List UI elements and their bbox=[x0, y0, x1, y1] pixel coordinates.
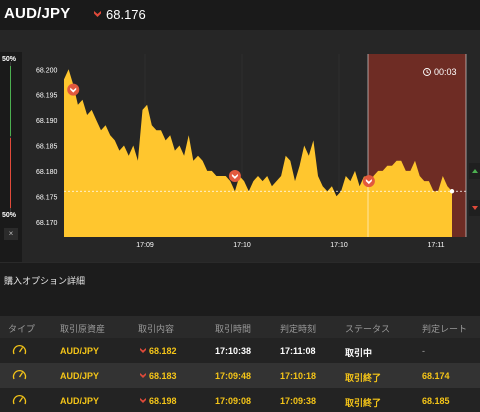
row-rate: 68.182 bbox=[149, 346, 177, 356]
price-chart-panel: 50% 50% × 68.200 68.195 68.190 68.185 68.180… bbox=[0, 30, 480, 274]
current-rate-dot bbox=[449, 189, 455, 194]
trade-marker[interactable] bbox=[228, 170, 241, 182]
gauge-icon bbox=[12, 369, 27, 380]
table-header: タイプ 取引原資産 取引内容 取引時間 判定時刻 ステータス 判定レート bbox=[0, 316, 480, 338]
row-judge-time: 17:11:08 bbox=[280, 346, 316, 356]
down-arrow-icon bbox=[94, 11, 101, 17]
marker-badge bbox=[67, 83, 80, 96]
row-judge-rate: 68.174 bbox=[422, 371, 450, 381]
table-row[interactable]: AUD/JPY 68.183 17:09:48 17:10:18 取引終了 68… bbox=[0, 363, 480, 388]
row-asset: AUD/JPY bbox=[60, 346, 100, 356]
gauge-icon bbox=[12, 394, 27, 405]
sentiment-gauge: 50% 50% × bbox=[0, 52, 22, 274]
col-judge-time: 判定時刻 bbox=[280, 324, 317, 334]
current-rate: 68.176 bbox=[106, 7, 146, 22]
y-axis-ticks: 68.200 68.195 68.190 68.185 68.180 68.175 68.1… bbox=[36, 67, 58, 227]
row-rate: 68.183 bbox=[149, 371, 177, 381]
row-asset: AUD/JPY bbox=[60, 371, 100, 381]
y-tick-label: 68.180 bbox=[36, 169, 58, 176]
row-trade-time: 17:09:08 bbox=[215, 396, 252, 406]
countdown-timer: 00:03 bbox=[434, 67, 457, 77]
clock-icon bbox=[423, 68, 431, 76]
row-status: 取引中 bbox=[345, 348, 373, 358]
down-arrow-icon bbox=[140, 398, 146, 403]
down-arrow-icon bbox=[140, 348, 146, 353]
x-tick-label: 17:10 bbox=[330, 242, 348, 249]
row-status: 取引終了 bbox=[345, 398, 382, 408]
purchase-options-section bbox=[0, 262, 480, 296]
close-icon[interactable]: × bbox=[4, 228, 18, 240]
gauge-high-bar bbox=[10, 66, 11, 136]
marker-badge bbox=[362, 175, 375, 188]
marker-badge bbox=[228, 170, 241, 182]
x-tick-label: 17:10 bbox=[233, 242, 251, 249]
price-area bbox=[64, 69, 452, 237]
row-status: 取引終了 bbox=[345, 373, 382, 383]
section-title: 購入オプション詳細 bbox=[4, 276, 86, 286]
gauge-bottom-percent: 50% bbox=[2, 212, 17, 219]
gauge-icon bbox=[12, 344, 27, 355]
col-status: ステータス bbox=[345, 324, 391, 334]
options-table: タイプ 取引原資産 取引内容 取引時間 判定時刻 ステータス 判定レート AUD… bbox=[0, 316, 480, 412]
instrument-pair[interactable]: AUD/JPY bbox=[4, 5, 71, 22]
row-asset: AUD/JPY bbox=[60, 396, 100, 406]
instrument-header: AUD/JPY 68.176 bbox=[0, 0, 480, 30]
up-arrow-icon bbox=[472, 169, 478, 173]
trade-marker[interactable] bbox=[67, 83, 80, 96]
down-arrow-icon bbox=[365, 179, 372, 185]
row-judge-time: 17:09:38 bbox=[280, 396, 317, 406]
down-arrow-icon bbox=[70, 87, 77, 93]
col-type: タイプ bbox=[8, 324, 36, 334]
price-area-chart[interactable]: 68.200 68.195 68.190 68.185 68.180 68.175 68.1… bbox=[0, 30, 480, 262]
x-axis-ticks: 17:09 17:10 17:10 17:11 bbox=[136, 242, 444, 249]
col-asset: 取引原資産 bbox=[60, 324, 106, 334]
trade-markers bbox=[67, 83, 375, 188]
row-judge-rate: 68.185 bbox=[422, 396, 450, 406]
y-tick-label: 68.200 bbox=[36, 67, 58, 74]
gauge-low-bar bbox=[10, 138, 11, 208]
col-trade-time: 取引時間 bbox=[215, 324, 252, 334]
col-trade: 取引内容 bbox=[138, 324, 175, 334]
row-rate: 68.198 bbox=[149, 396, 177, 406]
y-tick-label: 68.185 bbox=[36, 144, 58, 151]
y-tick-label: 68.175 bbox=[36, 194, 58, 201]
table-row[interactable]: AUD/JPY 68.198 17:09:08 17:09:38 取引終了 68… bbox=[0, 388, 480, 412]
table-row[interactable]: AUD/JPY 68.182 17:10:38 17:11:08 取引中 - bbox=[0, 338, 480, 363]
down-arrow-icon bbox=[140, 373, 146, 378]
x-tick-label: 17:11 bbox=[428, 242, 445, 249]
row-judge-rate: - bbox=[422, 346, 425, 356]
y-tick-label: 68.190 bbox=[36, 118, 58, 125]
row-trade-time: 17:09:48 bbox=[215, 371, 252, 381]
col-judge-rate: 判定レート bbox=[422, 324, 468, 334]
right-edge-tabs bbox=[469, 163, 480, 216]
row-trade-time: 17:10:38 bbox=[215, 346, 252, 356]
down-arrow-icon bbox=[231, 174, 238, 179]
gauge-top-percent: 50% bbox=[2, 56, 17, 63]
gauge-track bbox=[10, 62, 11, 212]
down-arrow-icon bbox=[472, 206, 478, 210]
y-tick-label: 68.170 bbox=[36, 220, 58, 227]
x-tick-label: 17:09 bbox=[136, 242, 154, 249]
y-tick-label: 68.195 bbox=[36, 93, 58, 100]
row-judge-time: 17:10:18 bbox=[280, 371, 317, 381]
trade-marker[interactable] bbox=[362, 175, 375, 188]
